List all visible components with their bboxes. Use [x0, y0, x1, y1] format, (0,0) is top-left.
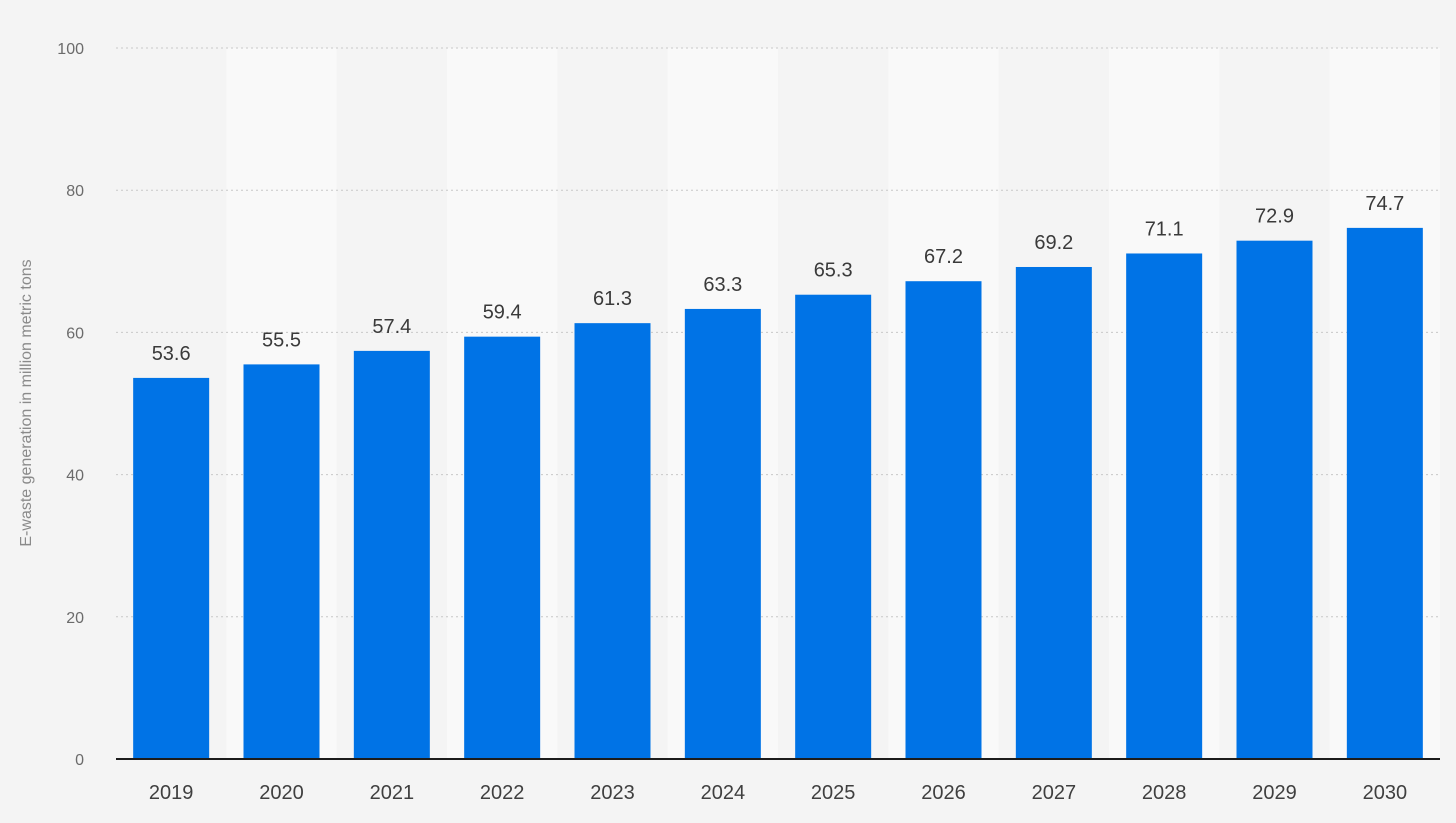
gridlines: [116, 47, 1440, 618]
bar-value-label-2023: 61.3: [593, 288, 632, 310]
x-tick-label-2029: 2029: [1252, 782, 1297, 804]
x-tick-label-2022: 2022: [480, 782, 525, 804]
bar-value-label-2026: 67.2: [924, 246, 963, 268]
bar-2020[interactable]: [243, 364, 320, 759]
bar-value-label-2030: 74.7: [1365, 193, 1404, 215]
x-tick-label-2019: 2019: [149, 782, 194, 804]
x-tick-label-2021: 2021: [370, 782, 415, 804]
y-tick-label: 80: [66, 183, 84, 200]
x-tick-label-2030: 2030: [1363, 782, 1408, 804]
bar-2030[interactable]: [1346, 227, 1423, 759]
bars: [133, 227, 1423, 759]
bar-2022[interactable]: [464, 336, 541, 759]
bar-value-label-2029: 72.9: [1255, 206, 1294, 228]
bar-value-label-2022: 59.4: [483, 302, 522, 324]
x-tick-label-2027: 2027: [1032, 782, 1077, 804]
x-tick-label-2028: 2028: [1142, 782, 1187, 804]
bar-2025[interactable]: [795, 294, 872, 759]
x-axis-ticks: 2019 2020 2021 2022 2023 2024 2025 2026 2027 2028…: [149, 782, 1407, 804]
bar-value-label-2021: 57.4: [372, 316, 411, 338]
bar-2026[interactable]: [905, 281, 982, 759]
y-tick-label: 20: [66, 610, 84, 627]
bar-value-label-2024: 63.3: [703, 274, 742, 296]
x-tick-label-2024: 2024: [701, 782, 746, 804]
bar-value-label-2019: 53.6: [152, 343, 191, 365]
bar-value-label-2020: 55.5: [262, 329, 301, 351]
y-tick-label: 0: [75, 752, 84, 769]
x-tick-label-2020: 2020: [259, 782, 304, 804]
y-tick-label: 100: [57, 41, 84, 58]
x-tick-label-2023: 2023: [590, 782, 635, 804]
bar-2028[interactable]: [1126, 253, 1203, 759]
y-axis-title: E-waste generation in million metric ton…: [18, 259, 35, 546]
bar-2024[interactable]: [684, 308, 761, 759]
bar-value-label-2027: 69.2: [1034, 232, 1073, 254]
bar-value-label-2028: 71.1: [1145, 218, 1184, 240]
y-tick-label: 40: [66, 468, 84, 485]
x-tick-label-2026: 2026: [921, 782, 966, 804]
x-tick-label-2025: 2025: [811, 782, 856, 804]
bar-value-label-2025: 65.3: [814, 260, 853, 282]
y-tick-label: 60: [66, 325, 84, 342]
bar-2019[interactable]: [133, 377, 210, 759]
bar-value-labels: 53.6 55.5 57.4 59.4 61.3 63.3 65.3 67.2 69.2 71.1…: [152, 193, 1405, 365]
bar-2021[interactable]: [353, 350, 430, 759]
bar-2029[interactable]: [1236, 240, 1313, 759]
bar-2027[interactable]: [1015, 266, 1092, 759]
bar-2023[interactable]: [574, 323, 651, 759]
y-axis-ticks: 0 20 40 60 80 100: [57, 41, 84, 769]
